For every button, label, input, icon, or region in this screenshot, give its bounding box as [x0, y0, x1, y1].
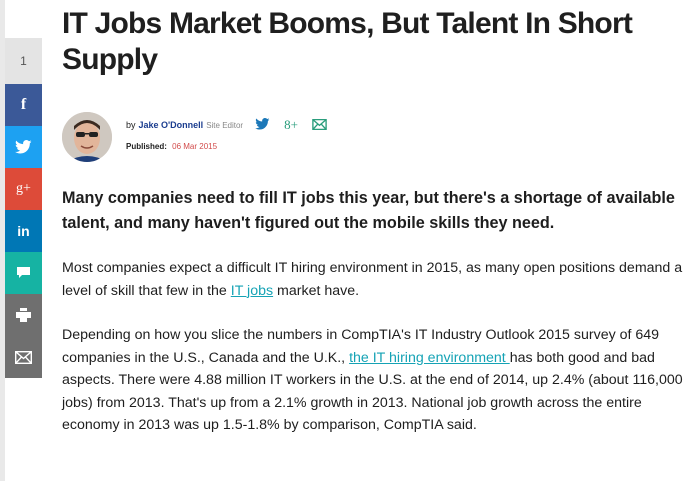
print-icon	[16, 308, 31, 322]
twitter-share-button[interactable]	[5, 126, 42, 168]
byline: by Jake O'Donnell Site Editor 8+	[126, 117, 327, 133]
byline-prefix: by	[126, 120, 136, 130]
it-jobs-link[interactable]: IT jobs	[230, 282, 274, 299]
comment-icon	[16, 266, 31, 280]
google-plus-share-button[interactable]: g+	[5, 168, 42, 210]
facebook-icon: f	[20, 96, 27, 113]
author-role: Site Editor	[206, 120, 244, 130]
article-lead: Many companies need to fill IT jobs this…	[62, 189, 675, 232]
google-plus-icon: g+	[16, 181, 31, 196]
facebook-share-button[interactable]: f	[5, 84, 42, 126]
twitter-icon	[15, 140, 32, 154]
author-email-icon[interactable]	[312, 118, 327, 132]
article-paragraph-1: Most companies expect a difficult IT hir…	[62, 257, 694, 302]
paragraph-1-text-start: Most companies expect a difficult IT hir…	[62, 260, 683, 299]
author-google-plus-icon[interactable]: 8+	[284, 117, 298, 132]
paragraph-1-text-end: market have.	[273, 282, 360, 299]
it-hiring-environment-link[interactable]: the IT hiring environment	[349, 349, 510, 366]
article-title: IT Jobs Market Booms, But Talent In Shor…	[62, 7, 633, 76]
email-icon	[15, 350, 32, 364]
author-twitter-icon[interactable]	[255, 118, 270, 132]
left-gutter	[0, 0, 5, 481]
linkedin-icon: in	[17, 223, 30, 239]
article-paragraph-2: Depending on how you slice the numbers i…	[62, 324, 694, 437]
published-line: Published: 06 Mar 2015	[126, 142, 217, 151]
linkedin-share-button[interactable]: in	[5, 210, 42, 252]
author-avatar[interactable]	[62, 112, 112, 162]
print-button[interactable]	[5, 294, 42, 336]
paragraph-2-text-start: Depending on how you slice the numbers i…	[62, 327, 660, 366]
share-rail: 1 f g+ in	[5, 38, 42, 378]
published-date: 06 Mar 2015	[172, 142, 218, 151]
published-label: Published:	[126, 142, 167, 151]
share-count: 1	[5, 38, 42, 84]
comment-button[interactable]	[5, 252, 42, 294]
author-social-links: 8+	[255, 117, 327, 133]
email-share-button[interactable]	[5, 336, 42, 378]
paragraph-2-text-end: has both good and bad aspects. There wer…	[62, 349, 683, 434]
author-name-link[interactable]: Jake O'Donnell	[138, 120, 204, 130]
